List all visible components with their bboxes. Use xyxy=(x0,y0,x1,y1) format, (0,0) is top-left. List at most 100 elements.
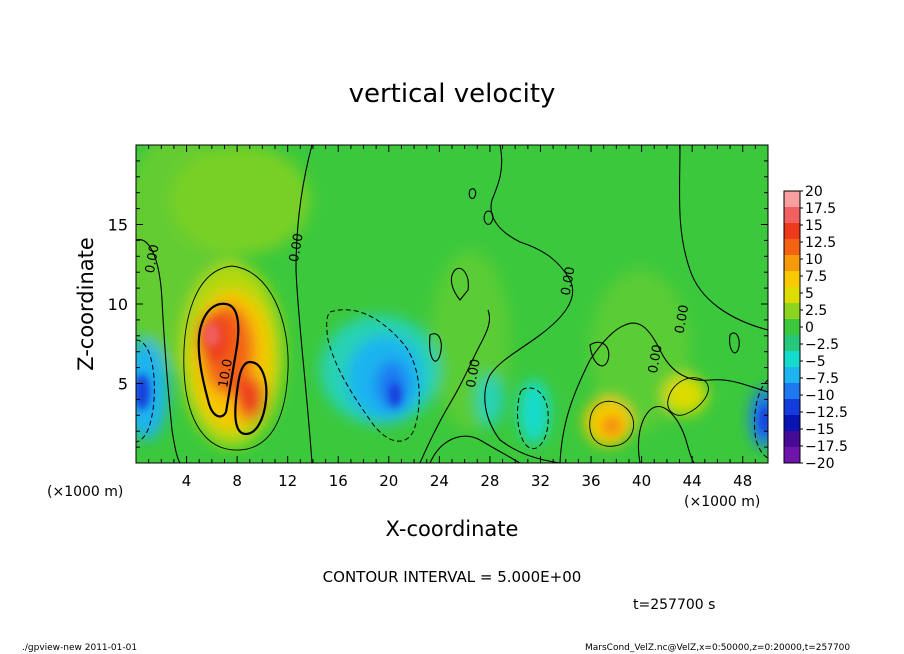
contour-zero-h xyxy=(450,267,469,301)
y-tick-label: 10 xyxy=(108,295,128,314)
x-tick-label: 8 xyxy=(232,472,242,490)
field-downdraft-mid-a xyxy=(476,374,504,426)
heatmap-field: 0.00 0.00 10.0 0.00 0.00 0.00 0.00 xyxy=(136,145,768,463)
field-downdraft-center-peak xyxy=(389,383,401,407)
x-tick-label: 44 xyxy=(683,472,702,490)
time-text: t=257700 s xyxy=(633,597,715,613)
contour-plus5-right-b xyxy=(667,377,709,416)
contour-zero-g xyxy=(637,406,695,463)
contour-plus10-core-b xyxy=(234,360,268,436)
contour-minus5-right xyxy=(754,379,768,459)
colorbar-swatch xyxy=(784,447,800,464)
contour-label: 0.00 xyxy=(464,358,484,389)
field-updraft-core-b xyxy=(236,376,264,420)
field-downdraft-mid-b xyxy=(518,380,550,444)
x-tick-label: 16 xyxy=(329,472,348,490)
colorbar-label: 17.5 xyxy=(805,201,836,217)
contour-zero-b xyxy=(484,145,574,463)
field-weak-up-top xyxy=(170,145,310,255)
contour-lines xyxy=(136,145,768,463)
chart-title: vertical velocity xyxy=(349,79,556,109)
y-tick-labels: 5 10 15 xyxy=(108,216,128,394)
contour-label: 0.00 xyxy=(143,243,163,274)
contour-plus5-right-a xyxy=(589,400,635,447)
colorbar-label: 20 xyxy=(805,184,823,200)
contour-zero-m xyxy=(483,210,494,225)
y-axis-label: Z-coordinate xyxy=(74,237,98,371)
x-unit-label: (×1000 m) xyxy=(47,484,123,500)
colorbar-label: 15 xyxy=(805,218,823,234)
field-updraft-right-b xyxy=(663,375,707,415)
x-axis-label: X-coordinate xyxy=(386,517,519,541)
contour-zero-j xyxy=(589,341,610,367)
colorbar-label: 10 xyxy=(805,252,823,268)
colorbar-label: −15 xyxy=(805,422,835,438)
colorbar-swatch xyxy=(784,255,800,272)
x-tick-labels: 4 8 12 16 20 24 28 32 36 40 44 48 xyxy=(182,472,752,490)
colorbar-label: 2.5 xyxy=(805,303,827,319)
colorbar-labels: 2017.51512.5107.552.50−2.5−5−7.5−10−12.5… xyxy=(805,184,848,472)
field-downdraft-left xyxy=(136,340,168,440)
contour-minus5-left xyxy=(136,339,155,443)
footer-left-text: ./gpview-new 2011-01-01 xyxy=(22,643,137,653)
z-unit-label: (×1000 m) xyxy=(684,494,760,510)
contour-interval-text: CONTOUR INTERVAL = 5.000E+00 xyxy=(323,568,582,586)
colorbar-swatch xyxy=(784,207,800,224)
colorbar-swatch xyxy=(784,223,800,240)
field-updraft-peak xyxy=(204,323,220,347)
x-tick-label: 24 xyxy=(430,472,449,490)
contour-minus5-center xyxy=(326,309,420,442)
colorbar-swatch xyxy=(784,239,800,256)
colorbar-label: 12.5 xyxy=(805,235,836,251)
contour-zero-d xyxy=(559,322,768,463)
colorbar-swatch xyxy=(784,303,800,320)
contour-label: 0.00 xyxy=(672,304,692,335)
colorbar-swatch xyxy=(784,415,800,432)
colorbar-label: 0 xyxy=(805,320,814,336)
colorbar-label: −12.5 xyxy=(805,405,848,421)
contour-labels: 0.00 0.00 10.0 0.00 0.00 0.00 0.00 xyxy=(143,232,692,389)
contour-zero-left xyxy=(136,239,181,463)
colorbar-label: −2.5 xyxy=(805,337,839,353)
field-updraft-right-core xyxy=(602,416,622,436)
colorbar-label: −7.5 xyxy=(805,371,839,387)
contour-zero-f xyxy=(429,435,521,463)
colorbar-swatch xyxy=(784,335,800,352)
footer-right-text: MarsCond_VelZ.nc@VelZ,x=0:50000,z=0:2000… xyxy=(585,643,850,653)
contour-zero-i xyxy=(429,333,442,362)
contour-label: 10.0 xyxy=(216,358,236,389)
contour-plus10-core-a xyxy=(197,302,240,418)
colorbar-label: 5 xyxy=(805,286,814,302)
colorbar-swatch xyxy=(784,287,800,304)
colorbar-swatch xyxy=(784,399,800,416)
contour-label: 0.00 xyxy=(559,266,579,297)
colorbar-label: −5 xyxy=(805,354,826,370)
colorbar-swatch xyxy=(784,431,800,448)
y-tick-label: 5 xyxy=(118,375,128,394)
contour-zero-c xyxy=(678,145,768,331)
colorbar-swatch xyxy=(784,191,800,208)
y-tick-label: 15 xyxy=(108,216,128,235)
x-tick-label: 20 xyxy=(379,472,398,490)
colorbar-swatch xyxy=(784,319,800,336)
field-downdraft-right-core xyxy=(759,406,768,434)
colorbar-swatch xyxy=(784,351,800,368)
axis-ticks xyxy=(136,145,768,463)
colorbar-label: −10 xyxy=(805,388,835,404)
x-tick-label: 12 xyxy=(278,472,297,490)
colorbar-label: −20 xyxy=(805,456,835,472)
x-tick-label: 40 xyxy=(632,472,651,490)
colorbar-swatch xyxy=(784,271,800,288)
colorbar-swatch xyxy=(784,383,800,400)
x-tick-label: 32 xyxy=(531,472,550,490)
x-tick-label: 28 xyxy=(480,472,499,490)
contour-zero-e xyxy=(419,309,491,463)
colorbar-label: 7.5 xyxy=(805,269,827,285)
colorbar-swatch xyxy=(784,367,800,384)
contour-minus5-mid-a xyxy=(517,387,549,450)
field-sharp-layer xyxy=(136,323,768,436)
x-tick-label: 36 xyxy=(581,472,600,490)
colorbar xyxy=(783,190,803,464)
x-tick-label: 48 xyxy=(733,472,752,490)
